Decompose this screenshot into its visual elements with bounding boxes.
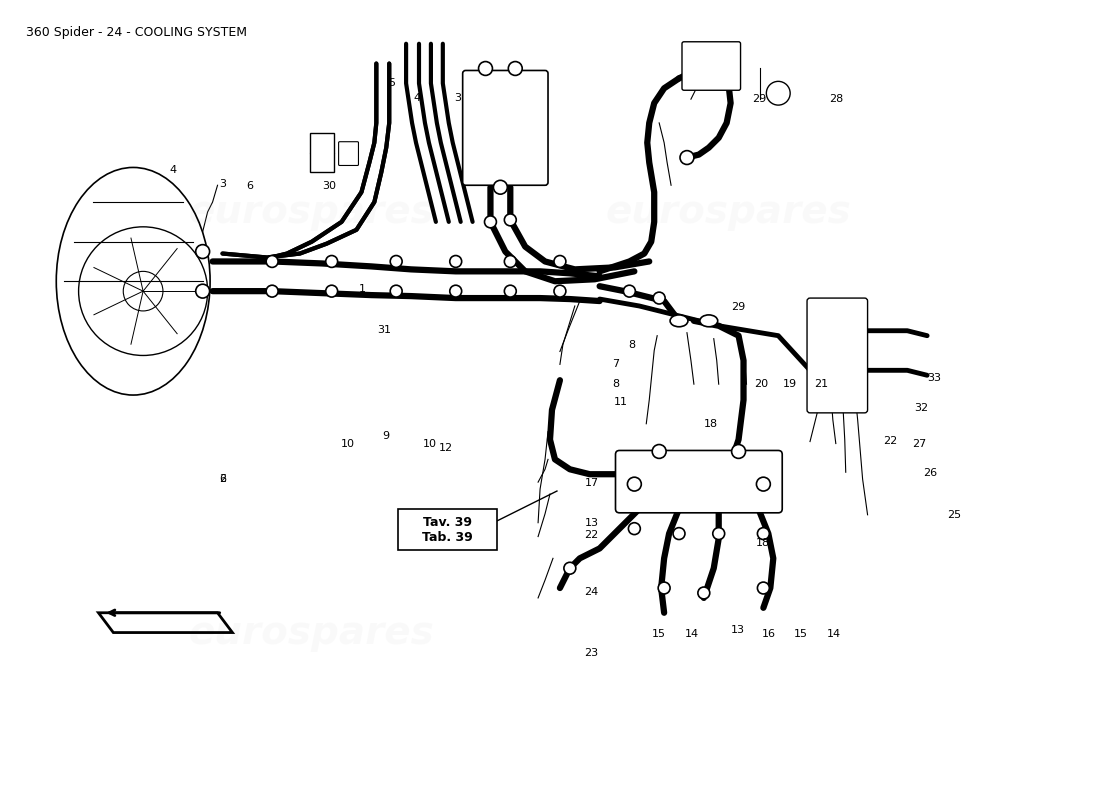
Text: eurospares: eurospares: [606, 193, 851, 231]
Text: 1: 1: [359, 284, 365, 294]
Text: 14: 14: [685, 629, 698, 638]
Text: 14: 14: [827, 629, 840, 638]
Text: 9: 9: [383, 430, 389, 441]
Circle shape: [652, 445, 667, 458]
Circle shape: [653, 292, 666, 304]
Text: 8: 8: [628, 339, 636, 350]
Text: 18: 18: [703, 418, 717, 429]
Circle shape: [266, 255, 278, 267]
FancyBboxPatch shape: [616, 450, 782, 513]
Text: 16: 16: [761, 629, 776, 638]
Text: 3: 3: [453, 93, 461, 102]
Circle shape: [450, 286, 462, 297]
Text: 17: 17: [584, 478, 598, 488]
Text: 27: 27: [912, 438, 926, 449]
Text: 32: 32: [914, 403, 928, 413]
FancyBboxPatch shape: [682, 42, 740, 90]
Circle shape: [624, 286, 636, 297]
Text: 18: 18: [756, 538, 770, 547]
Text: 13: 13: [730, 625, 745, 634]
FancyBboxPatch shape: [463, 70, 548, 186]
FancyBboxPatch shape: [398, 509, 497, 550]
Text: 30: 30: [322, 182, 337, 191]
FancyBboxPatch shape: [339, 142, 359, 166]
Text: 2: 2: [219, 474, 227, 484]
Text: 33: 33: [927, 373, 942, 383]
Text: 10: 10: [341, 438, 355, 449]
Circle shape: [564, 562, 575, 574]
Text: 8: 8: [612, 379, 619, 389]
Circle shape: [196, 284, 210, 298]
Text: 3: 3: [219, 179, 225, 189]
Ellipse shape: [670, 315, 688, 326]
Text: 4: 4: [414, 93, 420, 102]
Text: 15: 15: [794, 629, 808, 638]
Circle shape: [554, 286, 565, 297]
Text: 10: 10: [422, 438, 437, 449]
Circle shape: [484, 216, 496, 228]
FancyBboxPatch shape: [807, 298, 868, 413]
Text: 15: 15: [652, 629, 667, 638]
Text: 7: 7: [612, 359, 619, 370]
Circle shape: [266, 286, 278, 297]
Circle shape: [504, 255, 516, 267]
Text: 13: 13: [584, 518, 598, 528]
Circle shape: [494, 180, 507, 194]
Text: 23: 23: [584, 648, 598, 658]
Circle shape: [504, 214, 516, 226]
Circle shape: [508, 62, 522, 75]
Text: 22: 22: [883, 436, 898, 446]
Circle shape: [658, 582, 670, 594]
Circle shape: [196, 245, 210, 258]
Text: 6: 6: [219, 474, 225, 484]
Text: 31: 31: [377, 326, 392, 335]
Circle shape: [758, 528, 769, 539]
Text: 28: 28: [829, 94, 843, 104]
Text: Tav. 39
Tab. 39: Tav. 39 Tab. 39: [422, 516, 473, 544]
Circle shape: [680, 150, 694, 165]
Text: 4: 4: [169, 166, 177, 175]
Text: 6: 6: [246, 182, 253, 191]
Circle shape: [627, 477, 641, 491]
Circle shape: [673, 528, 685, 539]
Circle shape: [554, 255, 565, 267]
Circle shape: [713, 528, 725, 539]
Text: 29: 29: [752, 94, 767, 104]
Circle shape: [697, 587, 710, 599]
Text: 19: 19: [783, 379, 798, 389]
Circle shape: [326, 286, 338, 297]
Circle shape: [390, 286, 403, 297]
FancyBboxPatch shape: [310, 133, 333, 172]
Circle shape: [504, 286, 516, 297]
Circle shape: [732, 445, 746, 458]
Circle shape: [478, 62, 493, 75]
Circle shape: [450, 255, 462, 267]
Text: 360 Spider - 24 - COOLING SYSTEM: 360 Spider - 24 - COOLING SYSTEM: [26, 26, 248, 39]
Circle shape: [757, 477, 770, 491]
Circle shape: [326, 255, 338, 267]
Text: eurospares: eurospares: [189, 193, 434, 231]
Text: 22: 22: [584, 530, 598, 539]
Text: 21: 21: [814, 379, 828, 389]
Text: 5: 5: [388, 78, 395, 88]
Text: 25: 25: [947, 510, 961, 520]
Ellipse shape: [700, 315, 717, 326]
Text: 12: 12: [439, 442, 453, 453]
Text: 24: 24: [584, 586, 598, 597]
Circle shape: [767, 82, 790, 105]
Text: eurospares: eurospares: [189, 614, 434, 651]
Text: 26: 26: [923, 468, 937, 478]
Text: 11: 11: [614, 397, 628, 406]
Circle shape: [628, 522, 640, 534]
Text: 29: 29: [730, 302, 745, 311]
Circle shape: [758, 582, 769, 594]
Text: 20: 20: [754, 379, 768, 389]
Circle shape: [390, 255, 403, 267]
